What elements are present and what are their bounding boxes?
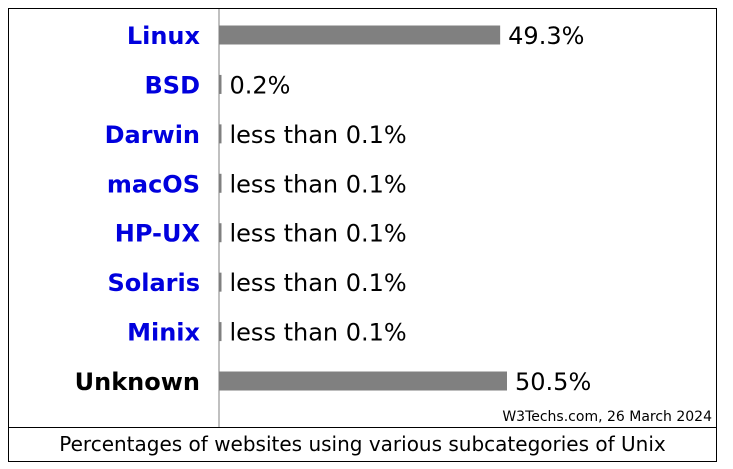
category-labels: Linux BSD Darwin macOS HP-UX Solaris Minix Unkn… <box>75 22 201 396</box>
value-label: 49.3% <box>508 22 584 50</box>
bar <box>219 371 507 391</box>
category-label: Darwin <box>105 121 200 149</box>
value-label: 50.5% <box>515 368 591 396</box>
value-label: less than 0.1% <box>230 269 407 297</box>
value-label: less than 0.1% <box>230 170 407 198</box>
caption-divider <box>9 427 716 428</box>
bar <box>219 272 222 292</box>
value-label: less than 0.1% <box>230 319 407 347</box>
category-label: HP-UX <box>115 220 201 248</box>
bar <box>219 124 222 144</box>
bar <box>219 322 222 342</box>
chart-caption: Percentages of websites using various su… <box>59 432 666 456</box>
value-label: 0.2% <box>230 71 291 99</box>
bar <box>219 74 222 94</box>
chart-frame: Linux BSD Darwin macOS HP-UX Solaris Minix Unkn… <box>8 8 717 462</box>
category-label: Minix <box>127 319 200 347</box>
bar <box>219 25 501 45</box>
bar <box>219 173 222 193</box>
chart-credit: W3Techs.com, 26 March 2024 <box>502 409 712 425</box>
category-label: Linux <box>127 22 201 50</box>
bar-chart: Linux BSD Darwin macOS HP-UX Solaris Minix Unkn… <box>75 9 592 427</box>
category-label: macOS <box>107 170 200 198</box>
category-label: BSD <box>145 71 201 99</box>
value-label: less than 0.1% <box>230 121 407 149</box>
category-label: Solaris <box>107 269 200 297</box>
value-label: less than 0.1% <box>230 220 407 248</box>
category-label: Unknown <box>75 368 200 396</box>
bars <box>219 25 507 391</box>
value-labels: 49.3% 0.2% less than 0.1% less than 0.1% les… <box>230 22 592 396</box>
bar <box>219 223 222 243</box>
